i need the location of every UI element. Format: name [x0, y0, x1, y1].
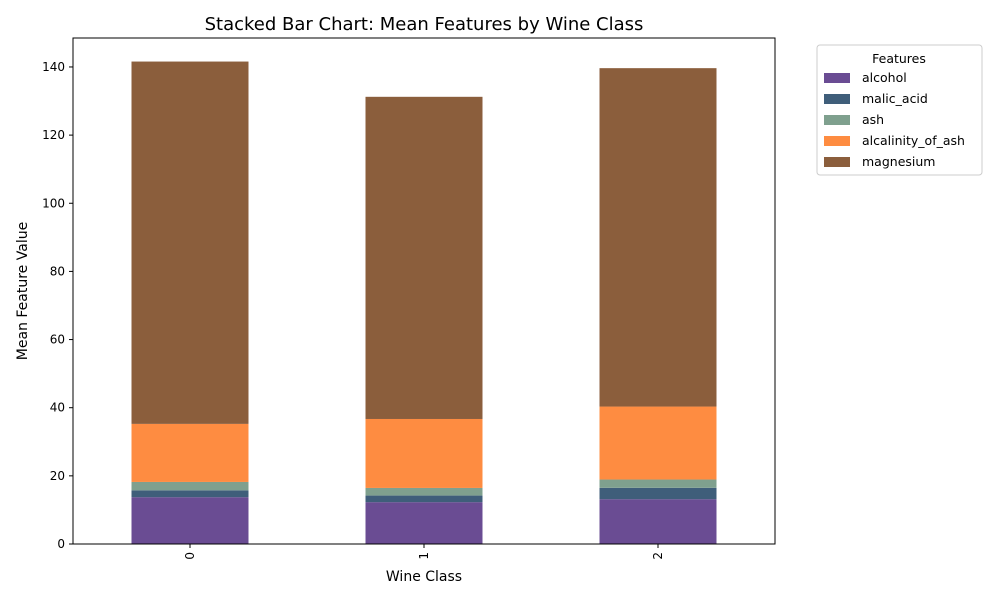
bar-segment-malic_acid-class-1	[365, 495, 483, 503]
x-axis: 0 1 2	[183, 544, 665, 560]
y-tick-label: 40	[50, 401, 65, 415]
legend-swatch-alcohol	[824, 73, 850, 83]
legend-swatch-ash	[824, 115, 850, 125]
bar-segment-ash-class-2	[599, 479, 717, 488]
bar-segment-alcalinity_of_ash-class-0	[131, 423, 249, 482]
bar-segment-magnesium-class-1	[365, 96, 483, 419]
legend-swatch-alcalinity_of_ash	[824, 136, 850, 146]
legend-label-malic_acid: malic_acid	[862, 91, 928, 106]
legend-title: Features	[872, 51, 926, 66]
y-tick-label: 20	[50, 469, 65, 483]
y-tick-label: 80	[50, 264, 65, 278]
bar-segment-alcohol-class-0	[131, 497, 249, 544]
x-tick-label: 1	[417, 552, 431, 560]
y-tick-label: 0	[57, 537, 65, 551]
bar-segment-ash-class-1	[365, 487, 483, 496]
legend-label-alcalinity_of_ash: alcalinity_of_ash	[862, 133, 965, 148]
y-tick-label: 120	[42, 128, 65, 142]
y-tick-label: 100	[42, 196, 65, 210]
y-axis-label: Mean Feature Value	[15, 222, 31, 360]
x-tick-label: 0	[183, 552, 197, 560]
bar-segment-magnesium-class-2	[599, 68, 717, 407]
legend-label-magnesium: magnesium	[862, 154, 935, 169]
legend-swatch-malic_acid	[824, 94, 850, 104]
y-tick-label: 140	[42, 60, 65, 74]
legend-label-ash: ash	[862, 112, 884, 127]
chart-title: Stacked Bar Chart: Mean Features by Wine…	[205, 14, 644, 35]
x-axis-label: Wine Class	[386, 569, 462, 585]
bar-segment-ash-class-0	[131, 481, 249, 491]
bar-segment-malic_acid-class-2	[599, 487, 717, 500]
bars-group	[131, 61, 717, 544]
legend-frame	[816, 44, 983, 176]
legend-swatch-magnesium	[824, 157, 850, 167]
y-tick-label: 60	[50, 333, 65, 347]
legend-label-alcohol: alcohol	[862, 70, 907, 85]
bar-segment-alcalinity_of_ash-class-2	[599, 406, 717, 480]
bar-segment-alcalinity_of_ash-class-1	[365, 418, 483, 488]
bar-segment-magnesium-class-0	[131, 61, 249, 424]
y-axis: 0 20 40 60 80 100 120 140	[42, 60, 73, 551]
x-tick-label: 2	[651, 552, 665, 560]
bar-segment-alcohol-class-2	[599, 499, 717, 544]
bar-segment-malic_acid-class-0	[131, 490, 249, 498]
bar-segment-alcohol-class-1	[365, 502, 483, 544]
